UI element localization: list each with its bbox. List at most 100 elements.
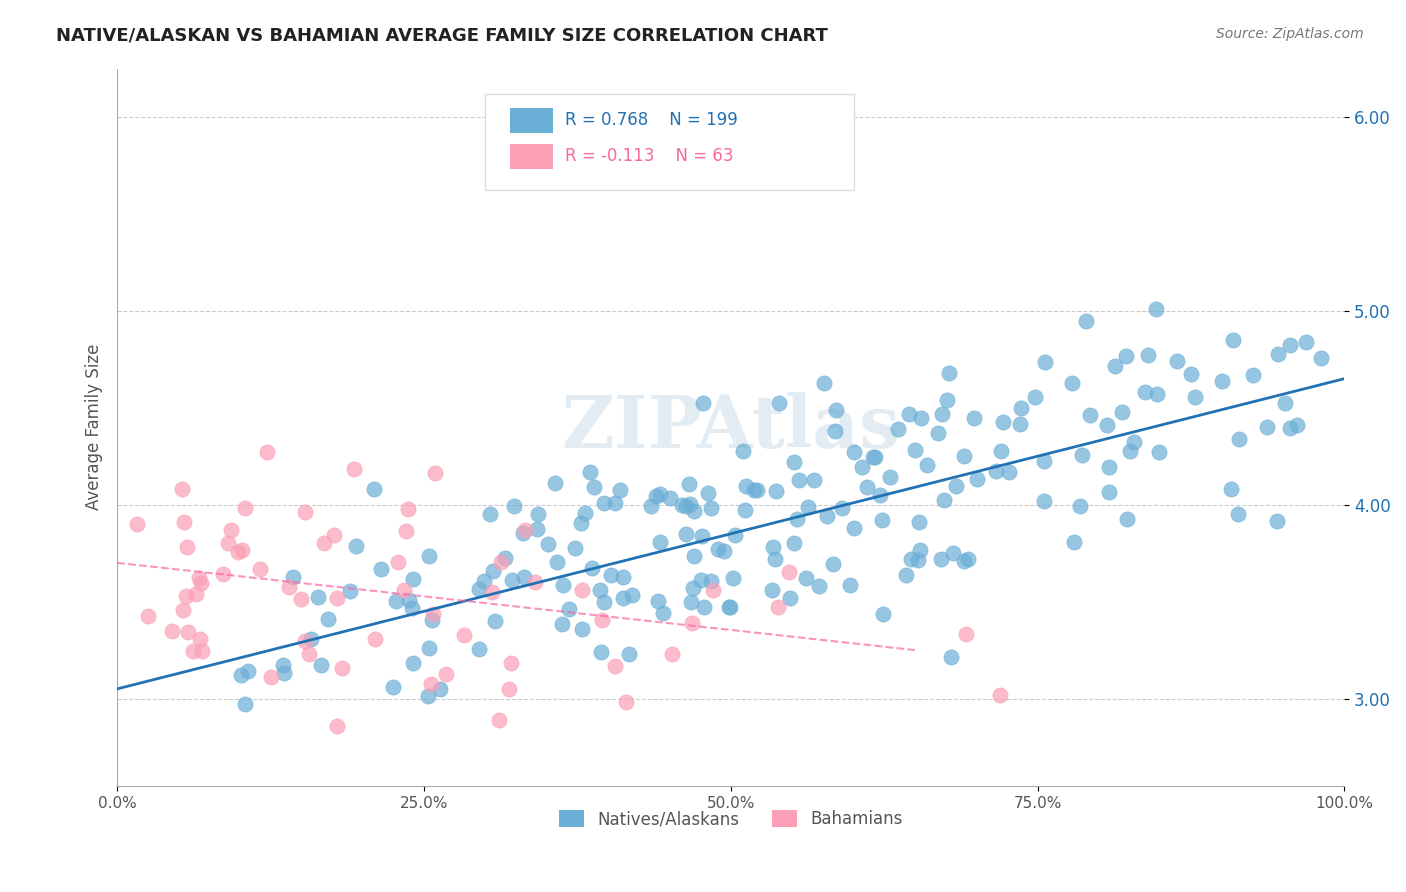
Point [1295,334,1317,349]
Point [808,579,831,593]
Point [742,483,765,497]
Point [294,634,316,648]
Point [953,449,976,463]
Point [418,689,440,703]
Point [1279,420,1302,434]
Point [236,664,259,678]
Point [344,539,367,553]
Point [963,411,986,425]
Point [342,462,364,476]
Point [823,557,845,571]
Point [675,527,697,541]
Point [1033,494,1056,508]
Point [543,476,565,491]
Point [398,593,420,607]
Point [647,593,669,607]
Point [682,581,704,595]
Point [1136,348,1159,362]
Point [648,535,671,549]
Point [571,622,593,636]
Point [387,556,409,570]
Point [824,402,846,417]
Point [170,482,193,496]
Point [364,632,387,646]
Point [1184,390,1206,404]
FancyBboxPatch shape [510,144,553,169]
Point [294,505,316,519]
Text: NATIVE/ALASKAN VS BAHAMIAN AVERAGE FAMILY SIZE CORRELATION CHART: NATIVE/ALASKAN VS BAHAMIAN AVERAGE FAMIL… [56,27,828,45]
Point [813,376,835,391]
Point [1147,444,1170,458]
Point [966,472,988,486]
Point [512,526,534,541]
Point [191,644,214,658]
Point [652,606,675,620]
Point [481,564,503,578]
Point [503,499,526,513]
Point [692,528,714,542]
Point [1180,368,1202,382]
Point [953,554,976,568]
Point [1144,302,1167,317]
Point [612,570,634,584]
Point [796,500,818,515]
Point [614,695,637,709]
Point [1063,535,1085,549]
Point [803,473,825,487]
Point [1116,512,1139,526]
Point [870,513,893,527]
Point [831,501,853,516]
Point [290,592,312,607]
Point [1256,420,1278,434]
Point [794,571,817,585]
Point [571,582,593,597]
Point [640,499,662,513]
Point [330,661,353,675]
Point [468,642,491,657]
Point [494,551,516,566]
Point [385,594,408,608]
Point [1111,405,1133,419]
Point [499,656,522,670]
Point [872,607,894,622]
Point [557,601,579,615]
Point [574,506,596,520]
Point [907,515,929,529]
Point [603,496,626,510]
Point [418,549,440,563]
Point [682,549,704,563]
Point [938,366,960,380]
Point [256,445,278,459]
Point [690,573,713,587]
Point [734,502,756,516]
Point [786,512,808,526]
Point [945,479,967,493]
Point [900,552,922,566]
Point [910,411,932,425]
Point [481,585,503,599]
Point [993,415,1015,429]
Point [1115,350,1137,364]
Point [783,536,806,550]
Point [659,491,682,506]
Point [941,546,963,560]
Point [731,444,754,458]
Point [370,561,392,575]
Point [747,483,769,497]
Point [484,614,506,628]
Point [395,524,418,538]
Point [478,507,501,521]
Point [524,574,547,589]
Point [865,450,887,465]
Point [301,632,323,646]
Point [226,545,249,559]
Point [839,577,862,591]
Point [233,697,256,711]
Point [326,718,349,732]
Point [498,681,520,696]
Point [1146,387,1168,401]
Point [1286,418,1309,433]
Point [434,667,457,681]
Point [612,591,634,606]
Point [1119,444,1142,458]
